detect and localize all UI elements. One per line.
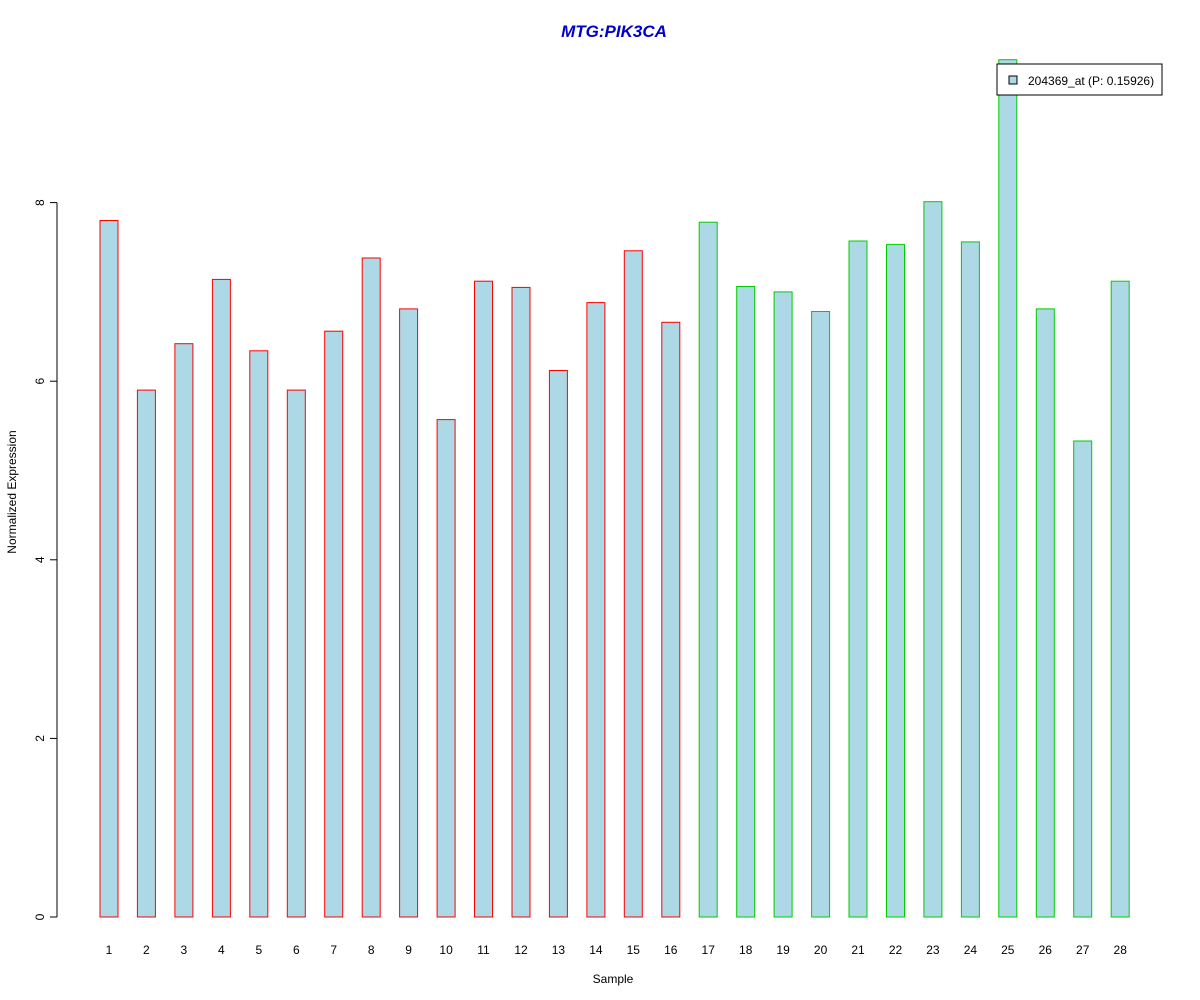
bar-sample-20 [811,311,831,918]
x-tick-label: 3 [181,943,188,957]
legend-label: 204369_at (P: 0.15926) [1028,74,1154,88]
bar-sample-2 [136,389,156,918]
legend-swatch [1008,75,1018,85]
y-tick-label: 2 [33,735,47,742]
x-tick-label: 27 [1076,943,1090,957]
legend: 204369_at (P: 0.15926) [996,63,1163,96]
x-tick-label: 19 [776,943,790,957]
x-tick-label: 2 [143,943,150,957]
x-tick-label: 16 [664,943,678,957]
x-tick-label: 12 [514,943,528,957]
bar-sample-14 [586,302,606,918]
y-tick-label: 4 [33,556,47,563]
bar-sample-25 [998,59,1018,918]
x-tick-label: 26 [1039,943,1053,957]
x-tick-label: 21 [851,943,865,957]
y-tick-label: 6 [33,378,47,385]
bar-sample-5 [249,350,269,918]
x-tick-label: 15 [627,943,641,957]
bar-sample-23 [923,201,943,918]
bar-sample-24 [960,241,980,918]
bar-sample-28 [1110,280,1130,918]
x-tick-label: 24 [964,943,978,957]
x-tick-label: 17 [702,943,716,957]
x-tick-label: 1 [106,943,113,957]
x-tick-label: 14 [589,943,603,957]
x-tick-label: 5 [255,943,262,957]
legend-box [996,63,1163,96]
x-tick-label: 7 [330,943,337,957]
bar-sample-12 [511,286,531,918]
bar-sample-1 [99,220,119,918]
x-tick-label: 10 [439,943,453,957]
bar-sample-10 [436,419,456,918]
bar-sample-16 [661,321,681,918]
x-axis-label: Sample [593,972,634,986]
bar-sample-13 [548,370,568,918]
x-tick-label: 11 [477,943,490,957]
y-axis: 0 2 4 6 8 [33,199,58,920]
x-tick-label: 20 [814,943,828,957]
x-tick-label: 9 [405,943,412,957]
bar-sample-4 [211,278,231,918]
bar-sample-3 [174,343,194,918]
x-tick-label: 18 [739,943,753,957]
bar-sample-7 [324,330,344,918]
bar-sample-11 [474,280,493,918]
y-tick-label: 0 [33,913,47,920]
bar-sample-15 [623,250,643,918]
bar-sample-27 [1073,440,1093,918]
x-tick-label: 25 [1001,943,1015,957]
x-tick-label: 28 [1114,943,1128,957]
bar-sample-26 [1035,308,1055,918]
y-axis-label: Normalized Expression [5,430,19,553]
bar-sample-17 [698,221,718,918]
x-tick-label: 8 [368,943,375,957]
bar-sample-21 [848,240,868,918]
x-tick-label: 23 [926,943,940,957]
bar-sample-9 [399,308,419,918]
x-tick-label: 13 [552,943,566,957]
bar-sample-19 [773,291,793,918]
x-tick-label: 4 [218,943,225,957]
bar-sample-18 [736,286,756,918]
x-tick-label: 22 [889,943,903,957]
bars [99,59,1130,918]
bar-sample-6 [286,389,306,918]
x-tick-labels: 1 2 3 4 5 6 7 8 9 10 11 12 13 14 15 16 17 18 19 20 21 22 23 24 2… [106,943,1128,957]
bar-sample-8 [361,257,381,918]
y-tick-label: 8 [33,199,47,206]
x-tick-label: 6 [293,943,300,957]
chart-title: MTG:PIK3CA [561,22,667,41]
bar-sample-22 [886,244,905,918]
